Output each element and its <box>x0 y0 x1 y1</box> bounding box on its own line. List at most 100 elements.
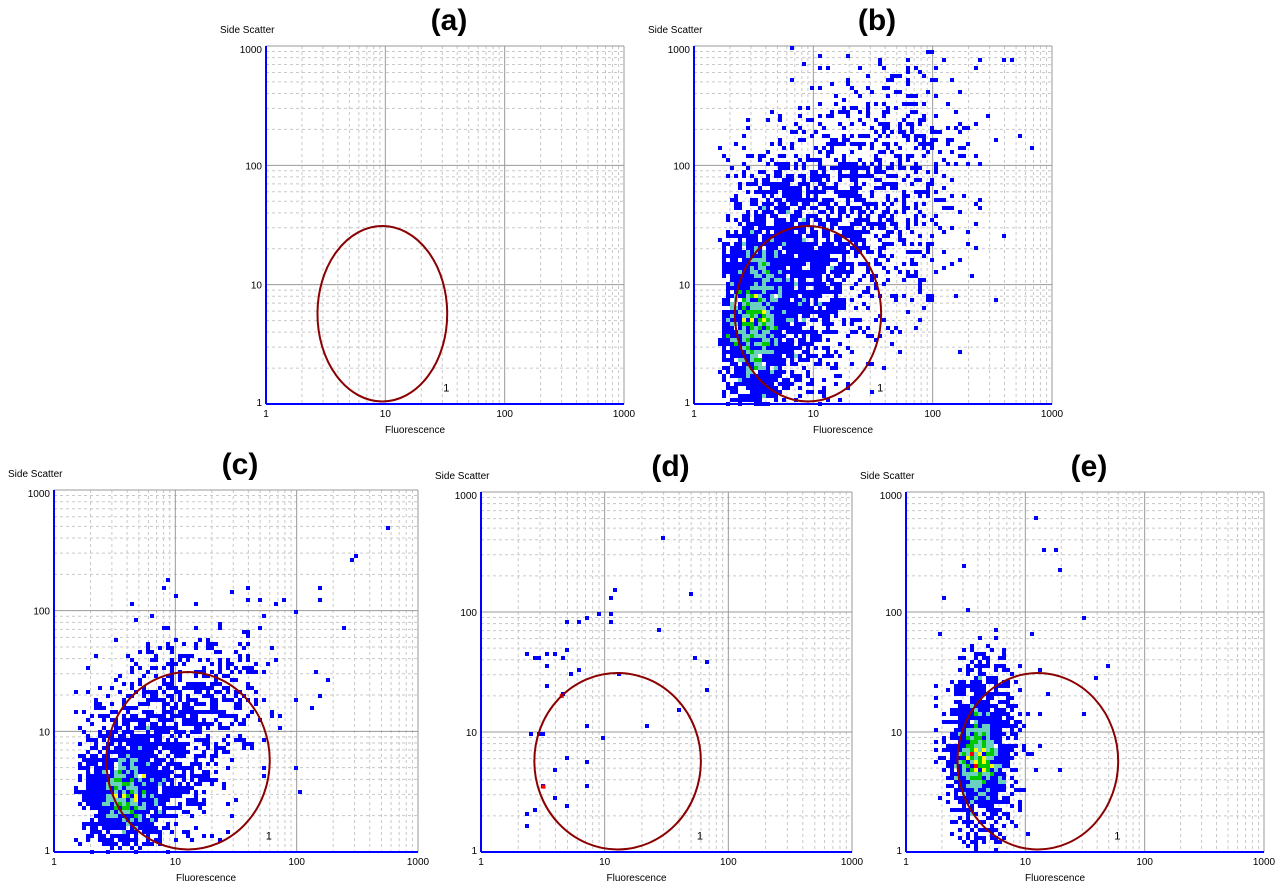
density-cell <box>94 754 98 758</box>
density-cell <box>958 210 962 214</box>
density-cell <box>822 386 826 390</box>
density-cell <box>830 330 834 334</box>
density-cell <box>90 790 94 794</box>
density-cell <box>86 778 90 782</box>
density-cell <box>950 808 954 812</box>
density-cell <box>998 656 1002 660</box>
density-cell <box>978 828 982 832</box>
density-cell <box>906 158 910 162</box>
density-cell <box>978 700 982 704</box>
density-cell <box>150 698 154 702</box>
density-cell <box>138 762 142 766</box>
density-cell <box>162 690 166 694</box>
density-cell <box>970 716 974 720</box>
density-cell <box>782 210 786 214</box>
density-cell <box>734 366 738 370</box>
density-cell <box>990 804 994 808</box>
density-cell <box>178 762 182 766</box>
density-cell <box>202 670 206 674</box>
density-cell <box>1002 784 1006 788</box>
density-cell <box>814 190 818 194</box>
density-cell <box>882 110 886 114</box>
density-cell <box>786 318 790 322</box>
density-cell <box>74 690 78 694</box>
density-cell <box>154 814 158 818</box>
density-cell <box>98 770 102 774</box>
density-cell <box>986 664 990 668</box>
density-cell <box>1014 824 1018 828</box>
density-cell <box>802 318 806 322</box>
density-cell <box>730 358 734 362</box>
density-cell <box>734 386 738 390</box>
density-cell <box>770 262 774 266</box>
density-cell <box>1018 728 1022 732</box>
density-cell <box>850 122 854 126</box>
density-cell <box>986 800 990 804</box>
density-cell <box>238 722 242 726</box>
y-tick-label: 1 <box>256 398 262 409</box>
density-cell <box>814 194 818 198</box>
density-cell <box>742 226 746 230</box>
density-cell <box>150 774 154 778</box>
density-cell <box>545 684 549 688</box>
density-cell <box>142 722 146 726</box>
density-cell <box>974 764 978 768</box>
density-cell <box>122 798 126 802</box>
density-cell <box>766 250 770 254</box>
density-cell <box>750 270 754 274</box>
density-cell <box>942 230 946 234</box>
density-cell <box>934 66 938 70</box>
density-cell <box>982 840 986 844</box>
density-cell <box>802 342 806 346</box>
density-cell <box>982 776 986 780</box>
density-cell <box>770 358 774 362</box>
density-cell <box>994 760 998 764</box>
density-cell <box>826 318 830 322</box>
density-cell <box>786 190 790 194</box>
density-cell <box>794 246 798 250</box>
density-cell <box>938 756 942 760</box>
density-cell <box>242 666 246 670</box>
density-cell <box>898 270 902 274</box>
density-cell <box>970 760 974 764</box>
density-cell <box>782 350 786 354</box>
density-cell <box>962 772 966 776</box>
density-cell <box>978 708 982 712</box>
density-cell <box>1014 788 1018 792</box>
density-cell <box>142 726 146 730</box>
density-cell <box>738 330 742 334</box>
density-cell <box>994 692 998 696</box>
density-cell <box>910 94 914 98</box>
density-cell <box>770 294 774 298</box>
density-cell <box>230 670 234 674</box>
density-cell <box>810 390 814 394</box>
density-cell <box>182 654 186 658</box>
density-cell <box>834 366 838 370</box>
density-cell <box>898 130 902 134</box>
density-cell <box>998 724 1002 728</box>
density-cell <box>762 350 766 354</box>
density-cell <box>754 290 758 294</box>
density-cell <box>758 242 762 246</box>
density-cell <box>746 190 750 194</box>
density-cell <box>86 774 90 778</box>
grid-lines <box>54 489 419 852</box>
density-cell <box>142 770 146 774</box>
density-cell <box>154 790 158 794</box>
density-cell <box>810 158 814 162</box>
density-cell <box>94 798 98 802</box>
density-cell <box>174 638 178 642</box>
density-cell <box>810 270 814 274</box>
density-cell <box>834 270 838 274</box>
density-cell <box>814 266 818 270</box>
density-cell <box>754 246 758 250</box>
density-cell <box>926 142 930 146</box>
density-cell <box>882 66 886 70</box>
density-cell <box>262 738 266 742</box>
density-cell <box>822 282 826 286</box>
density-cell <box>930 130 934 134</box>
density-cell <box>978 720 982 724</box>
density-cell <box>178 806 182 810</box>
density-cell <box>186 742 190 746</box>
density-cell <box>1010 804 1014 808</box>
